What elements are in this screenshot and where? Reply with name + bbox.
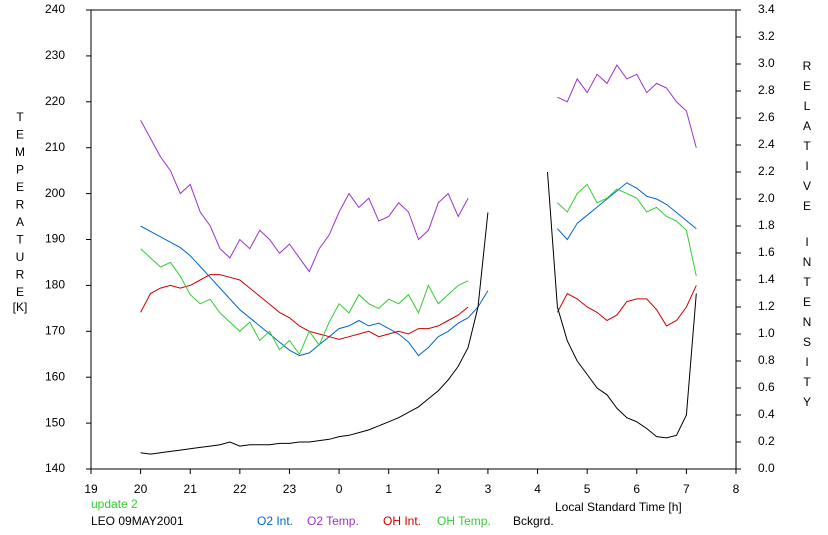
y2-tick-label: 1.2 [758,299,775,313]
legend-label: OH Int. [383,514,421,528]
y2-tick-label: 2.4 [758,137,775,151]
x-tick-label: 6 [633,482,640,496]
x-tick-label: 7 [683,482,690,496]
y2-tick-label: 1.6 [758,245,775,259]
y2-tick-label: 0.2 [758,434,775,448]
x-tick-label: 8 [733,482,740,496]
series-line [140,183,697,356]
y-tick-label: 190 [45,232,65,246]
y2-tick-label: 2.0 [758,191,775,205]
y2-tick-label: 1.4 [758,272,775,286]
x-tick-label: 20 [134,482,148,496]
y-tick-label: 210 [45,140,65,154]
series-line [140,171,697,455]
y2-tick-label: 2.8 [758,83,775,97]
y2-tick-label: 0.8 [758,353,775,367]
x-axis-title: Local Standard Time [h] [555,500,682,514]
x-tick-label: 4 [534,482,541,496]
legend-label: O2 Int. [257,514,293,528]
y-tick-label: 170 [45,323,65,337]
y2-tick-label: 3.0 [758,56,775,70]
x-tick-label: 19 [84,482,98,496]
series-line [140,274,697,340]
y-tick-label: 200 [45,186,65,200]
y2-tick-label: 0.4 [758,407,775,421]
x-tick-label: 23 [283,482,297,496]
x-tick-label: 21 [184,482,198,496]
legend-label: Bckgrd. [513,514,554,528]
y-tick-label: 180 [45,278,65,292]
y2-tick-label: 2.2 [758,164,775,178]
y2-tick-label: 2.6 [758,110,775,124]
y2-tick-label: 0.0 [758,461,775,475]
x-tick-label: 2 [435,482,442,496]
x-tick-label: 1 [385,482,392,496]
legend-label: O2 Temp. [307,514,359,528]
y-axis-unit: [K] [13,300,28,314]
series-line [140,64,697,273]
y-tick-label: 140 [45,461,65,475]
y2-tick-label: 3.4 [758,2,775,16]
y-tick-label: 230 [45,48,65,62]
y-tick-label: 220 [45,94,65,108]
status-text: update 2 [91,497,138,511]
y2-tick-label: 0.6 [758,380,775,394]
series-line [140,182,697,357]
x-tick-label: 3 [485,482,492,496]
y2-tick-label: 3.2 [758,29,775,43]
y2-tick-label: 1.8 [758,218,775,232]
x-tick-label: 22 [233,482,247,496]
station-text: LEO 09MAY2001 [91,514,184,528]
y2-tick-label: 1.0 [758,326,775,340]
y-tick-label: 150 [45,415,65,429]
legend-label: OH Temp. [437,514,491,528]
x-tick-label: 0 [336,482,343,496]
x-tick-label: 5 [584,482,591,496]
y-tick-label: 160 [45,369,65,383]
y-tick-label: 240 [45,2,65,16]
